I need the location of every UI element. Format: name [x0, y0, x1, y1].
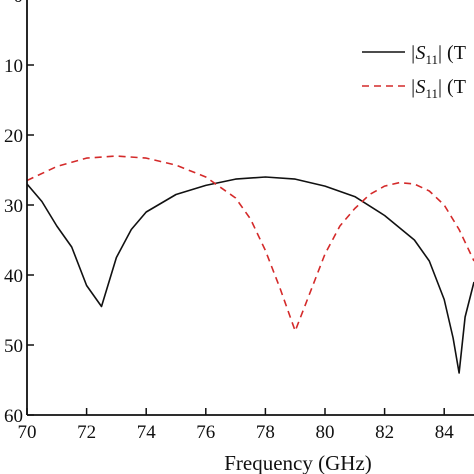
y-tick-label-1: 10 [4, 56, 23, 77]
x-tick-label-74: 74 [137, 422, 157, 443]
x-tick-label-70: 70 [18, 422, 37, 443]
series-line-2 [27, 155, 474, 332]
series-line-1 [27, 176, 474, 374]
y-tick-label-3: 30 [4, 196, 23, 217]
legend-label-1: |S11| (T [410, 42, 466, 67]
x-axis-title: Frequency (GHz) [224, 451, 372, 474]
x-tick-label-78: 78 [256, 422, 275, 443]
x-tick-label-76: 76 [196, 422, 215, 443]
legend-label-2: |S11| (T [410, 76, 466, 101]
y-tick-label-6: 60 [4, 406, 23, 427]
x-tick-label-80: 80 [316, 422, 335, 443]
x-tick-label-72: 72 [77, 422, 96, 443]
axes: 70 72 74 76 78 80 82 84 0 10 20 30 40 50 60 Frequency (… [4, 0, 474, 474]
plot-area [27, 155, 474, 374]
y-tick-label-0: 0 [14, 0, 24, 7]
y-tick-label-2: 20 [4, 126, 23, 147]
x-tick-label-82: 82 [375, 422, 394, 443]
y-tick-label-4: 40 [4, 266, 23, 287]
legend: |S11| (T |S11| (T [362, 42, 466, 101]
x-tick-label-84: 84 [435, 422, 455, 443]
y-tick-label-5: 50 [4, 336, 23, 357]
